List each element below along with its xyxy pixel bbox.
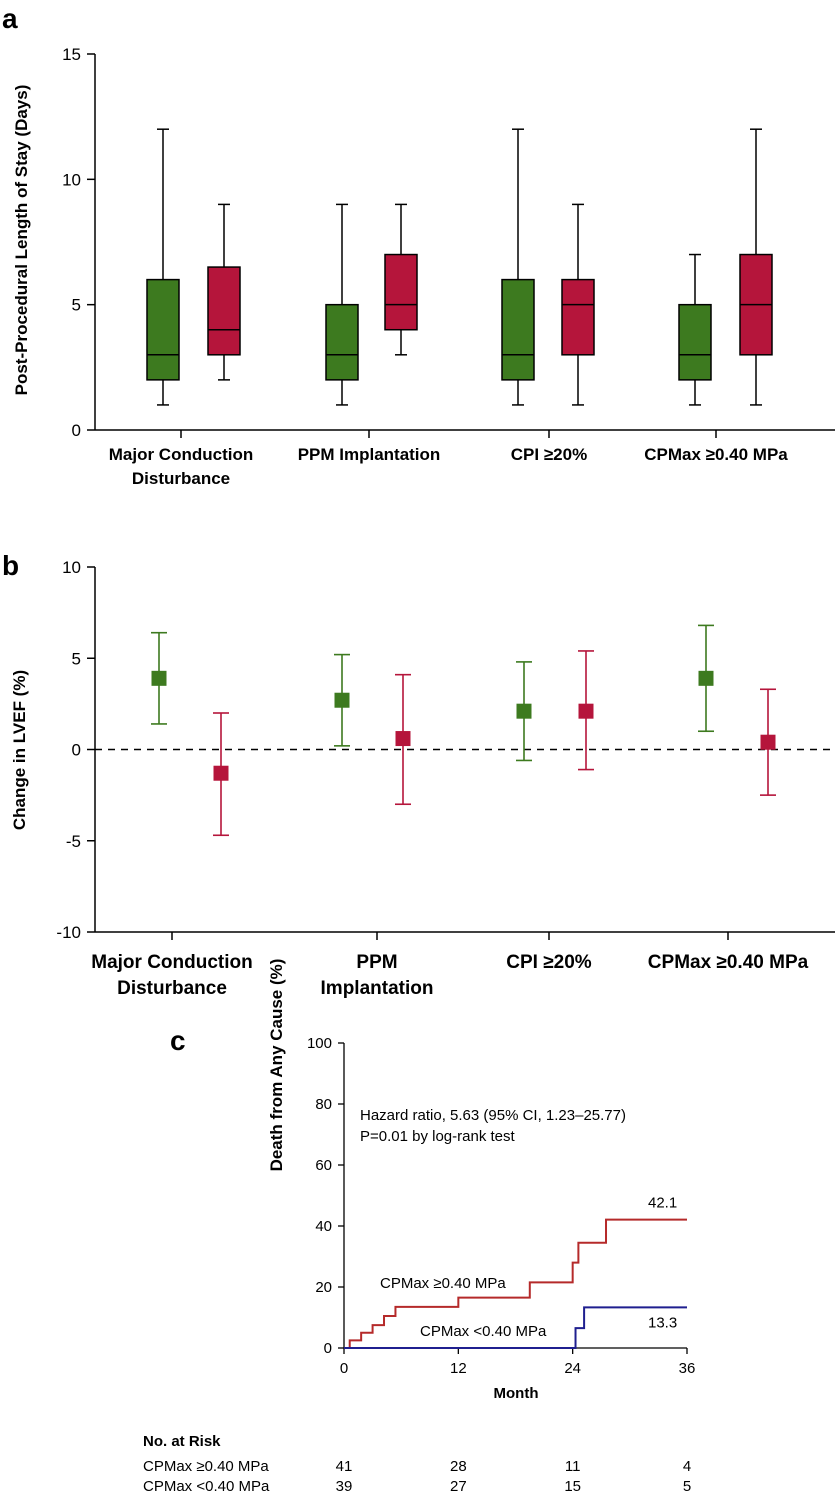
- panel-c-x-tick-label: 0: [340, 1360, 348, 1377]
- panel-c-y-tick-label: 20: [315, 1279, 332, 1296]
- panel-a-category-labels: Major Conduction Disturbance PPM Implantat…: [109, 445, 789, 488]
- box-red: [384, 253, 418, 331]
- panel-b-category-label: CPMax ≥0.40 MPa: [648, 952, 809, 973]
- km-series-label-low: CPMax <0.40 MPa: [420, 1323, 547, 1340]
- point-marker-red: [760, 734, 776, 750]
- panel-b-axes: -10 -5 0 5 10: [56, 558, 835, 942]
- panel-c-y-tick-label: 80: [315, 1096, 332, 1113]
- risk-row-value: 28: [450, 1458, 467, 1475]
- panel-b-y-tick-label: -10: [56, 923, 81, 942]
- panel-a-category-label: CPI ≥20%: [511, 445, 587, 464]
- panel-a-category-label: CPMax ≥0.40 MPa: [644, 445, 788, 464]
- panel-b-error-bar-chart: b Change in LVEF (%) -10 -5 0 5 10 Major Con…: [2, 550, 835, 999]
- panel-a-category-label: Major Conduction: [109, 445, 253, 464]
- panel-c-curves: 42.1 13.3 CPMax ≥0.40 MPa CPMax <0.40 MPa: [344, 1195, 687, 1349]
- risk-row-value: 41: [336, 1458, 353, 1475]
- risk-row-value: 4: [683, 1458, 691, 1475]
- panel-letter-c: c: [170, 1025, 186, 1056]
- box-green: [501, 278, 535, 381]
- risk-row-value: 27: [450, 1478, 467, 1495]
- panel-c-y-tick-label: 40: [315, 1218, 332, 1235]
- panel-a-box-plot: a Post-Procedural Length of Stay (Days) …: [2, 3, 835, 488]
- risk-row-label: CPMax <0.40 MPa: [143, 1478, 270, 1495]
- risk-row-value: 5: [683, 1478, 691, 1495]
- panel-b-y-tick-label: 5: [72, 649, 81, 668]
- km-curve-low: [344, 1306, 687, 1349]
- panel-b-y-tick-label: 10: [62, 558, 81, 577]
- box-green: [146, 278, 180, 381]
- box-green: [325, 303, 359, 381]
- point-marker-green: [698, 670, 714, 686]
- panel-b-y-tick-label: 0: [72, 741, 81, 760]
- box-red: [207, 266, 241, 356]
- point-marker-red: [578, 703, 594, 719]
- point-marker-green: [151, 670, 167, 686]
- risk-row-value: 39: [336, 1478, 353, 1495]
- panel-c-x-tick-label: 36: [679, 1360, 696, 1377]
- risk-table-title: No. at Risk: [143, 1433, 221, 1450]
- point-marker-red: [395, 731, 411, 747]
- panel-letter-a: a: [2, 3, 18, 34]
- panel-c-kaplan-meier: c Death from Any Cause (%) Month Hazard …: [143, 959, 695, 1495]
- panel-a-y-tick-label: 0: [72, 421, 81, 440]
- panel-a-axes: 0 5 10 15: [62, 45, 835, 440]
- risk-row-value: 15: [564, 1478, 581, 1495]
- box-green: [678, 303, 712, 381]
- point-marker-green: [334, 692, 350, 708]
- km-series-label-high: CPMax ≥0.40 MPa: [380, 1275, 506, 1292]
- panel-c-x-axis-label: Month: [494, 1385, 539, 1402]
- panel-a-y-axis-label: Post-Procedural Length of Stay (Days): [12, 85, 31, 396]
- panel-b-y-axis-label: Change in LVEF (%): [10, 670, 29, 830]
- point-marker-red: [213, 765, 229, 781]
- panel-a-y-tick-label: 5: [72, 296, 81, 315]
- panel-b-category-label: Implantation: [321, 978, 434, 999]
- panel-c-x-tick-label: 24: [564, 1360, 581, 1377]
- panel-b-category-labels: Major Conduction Disturbance PPM Implantati…: [91, 952, 808, 999]
- panel-a-category-label: Disturbance: [132, 469, 230, 488]
- km-end-label: 42.1: [648, 1195, 677, 1212]
- panel-c-annotation-hazard-ratio: Hazard ratio, 5.63 (95% CI, 1.23–25.77): [360, 1107, 626, 1124]
- panel-b-category-label: PPM: [356, 952, 397, 973]
- panel-a-y-tick-label: 15: [62, 45, 81, 64]
- panel-b-y-tick-label: -5: [66, 832, 81, 851]
- panel-c-y-axis-label: Death from Any Cause (%): [267, 959, 286, 1172]
- panel-b-category-label: Major Conduction: [91, 952, 252, 973]
- risk-row-label: CPMax ≥0.40 MPa: [143, 1458, 269, 1475]
- panel-b-category-label: Disturbance: [117, 978, 227, 999]
- km-end-label: 13.3: [648, 1314, 677, 1331]
- panel-a-boxes: [146, 128, 773, 406]
- panel-letter-b: b: [2, 550, 19, 581]
- panel-b-category-label: CPI ≥20%: [506, 952, 592, 973]
- panel-c-y-tick-label: 0: [324, 1340, 332, 1357]
- panel-c-x-tick-label: 12: [450, 1360, 467, 1377]
- panel-a-y-tick-label: 10: [62, 170, 81, 189]
- panel-a-category-label: PPM Implantation: [298, 445, 441, 464]
- box-red: [561, 278, 595, 356]
- panel-b-points: [151, 624, 776, 837]
- panel-c-risk-table: No. at Risk CPMax ≥0.40 MPa 41 28 11 4 CPMax …: [143, 1433, 691, 1495]
- panel-c-y-tick-label: 60: [315, 1157, 332, 1174]
- panel-c-annotation-p-value: P=0.01 by log-rank test: [360, 1128, 516, 1145]
- risk-row-value: 11: [565, 1458, 581, 1475]
- point-marker-green: [516, 703, 532, 719]
- km-curve-high: [344, 1218, 687, 1349]
- panel-c-y-tick-label: 100: [307, 1035, 332, 1052]
